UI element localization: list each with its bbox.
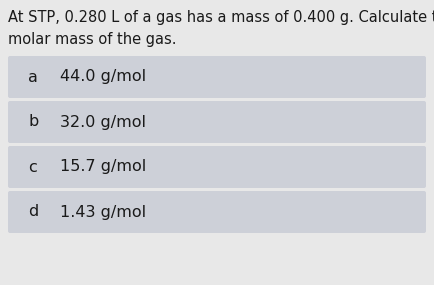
- Text: 15.7 g/mol: 15.7 g/mol: [60, 160, 146, 174]
- Text: c: c: [28, 160, 37, 174]
- Text: 44.0 g/mol: 44.0 g/mol: [60, 70, 146, 84]
- FancyBboxPatch shape: [8, 146, 426, 188]
- Text: a: a: [28, 70, 38, 84]
- Text: b: b: [28, 115, 38, 129]
- Text: 1.43 g/mol: 1.43 g/mol: [60, 205, 146, 219]
- Text: molar mass of the gas.: molar mass of the gas.: [8, 32, 177, 47]
- Text: At STP, 0.280 L of a gas has a mass of 0.400 g. Calculate the: At STP, 0.280 L of a gas has a mass of 0…: [8, 10, 434, 25]
- FancyBboxPatch shape: [8, 101, 426, 143]
- Text: 32.0 g/mol: 32.0 g/mol: [60, 115, 146, 129]
- FancyBboxPatch shape: [8, 191, 426, 233]
- Text: d: d: [28, 205, 38, 219]
- FancyBboxPatch shape: [8, 56, 426, 98]
